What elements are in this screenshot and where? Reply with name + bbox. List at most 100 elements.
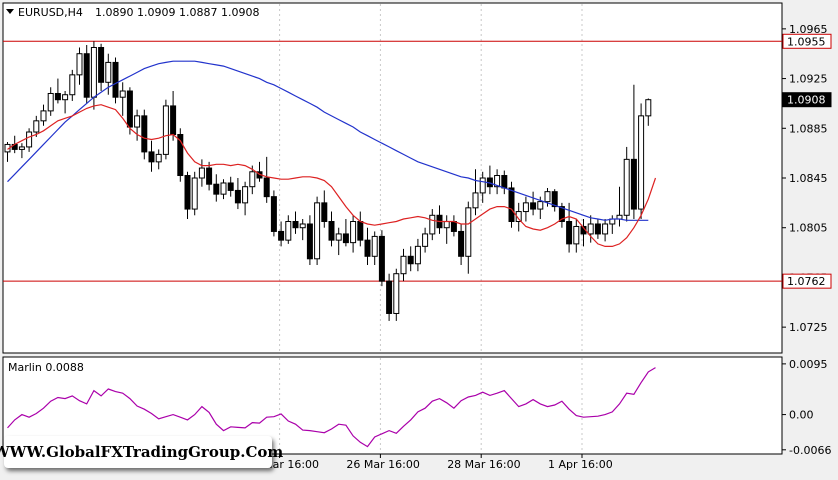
candle-body bbox=[119, 90, 126, 98]
candle bbox=[558, 202, 565, 228]
candle bbox=[587, 215, 594, 243]
candle-body bbox=[170, 105, 177, 135]
symbol-dropdown-icon[interactable] bbox=[6, 9, 14, 14]
price-label-box: 1.0762 bbox=[782, 273, 832, 289]
candle-body bbox=[494, 175, 501, 188]
candle-body bbox=[422, 233, 429, 247]
price-tick-label: 1.0925 bbox=[789, 73, 828, 86]
candle bbox=[623, 146, 630, 222]
candle bbox=[350, 215, 357, 253]
candle bbox=[213, 174, 220, 202]
candle bbox=[198, 159, 205, 187]
price-axis: 1.09651.09251.08851.08451.08051.07651.07… bbox=[782, 23, 832, 334]
candle-body bbox=[134, 115, 141, 128]
candle-body bbox=[465, 207, 472, 257]
candle-body bbox=[450, 221, 457, 232]
candle-body bbox=[213, 183, 220, 195]
candle-body bbox=[270, 196, 277, 232]
candle bbox=[206, 161, 213, 191]
candle-body bbox=[112, 61, 119, 98]
price-tick-label: 1.0965 bbox=[789, 23, 828, 36]
candle bbox=[393, 268, 400, 321]
candle-body bbox=[573, 225, 580, 245]
candle bbox=[414, 238, 421, 272]
price-label-text: 1.0955 bbox=[787, 35, 826, 48]
candle-body bbox=[328, 221, 335, 241]
price-label-text: 1.0762 bbox=[787, 275, 826, 288]
candle-body bbox=[638, 115, 645, 210]
time-tick-label: 1 Apr 16:00 bbox=[548, 458, 613, 471]
candle-body bbox=[645, 99, 652, 117]
candle-body bbox=[242, 186, 249, 204]
candle bbox=[407, 246, 414, 272]
candle bbox=[249, 165, 256, 195]
candle-body bbox=[33, 120, 40, 133]
moving-average-line bbox=[7, 104, 657, 247]
candle bbox=[227, 176, 234, 197]
indicator-tick-label: 0.00 bbox=[789, 409, 814, 422]
price-tick-label: 1.0885 bbox=[789, 122, 828, 135]
candle bbox=[321, 190, 328, 228]
candle-body bbox=[479, 177, 486, 194]
candle bbox=[234, 178, 241, 210]
candle-body bbox=[105, 61, 112, 83]
candle bbox=[76, 47, 83, 85]
candle bbox=[299, 219, 306, 241]
candle bbox=[371, 231, 378, 265]
candle-body bbox=[285, 221, 292, 241]
candle-body bbox=[155, 153, 162, 163]
price-label-text: 1.0908 bbox=[787, 94, 826, 107]
candle bbox=[220, 179, 227, 200]
horizontal-levels bbox=[3, 40, 782, 282]
candle-body bbox=[306, 223, 313, 260]
candle-body bbox=[198, 167, 205, 179]
candle bbox=[155, 149, 162, 170]
candle-body bbox=[350, 221, 357, 244]
candle-body bbox=[148, 151, 155, 163]
candle-body bbox=[314, 202, 321, 260]
candle bbox=[645, 98, 652, 126]
candle bbox=[285, 215, 292, 244]
price-label-bg bbox=[782, 92, 832, 108]
watermark-badge: WWW.GlobalFXTradingGroup.Com bbox=[0, 436, 283, 468]
price-tick-label: 1.0805 bbox=[789, 222, 828, 235]
indicator-tick-label: -0.0066 bbox=[789, 444, 831, 457]
marlin-indicator bbox=[7, 367, 656, 448]
candle bbox=[508, 181, 515, 228]
price-tick-label: 1.0725 bbox=[789, 321, 828, 334]
candle bbox=[573, 219, 580, 253]
candle bbox=[26, 128, 33, 152]
candle bbox=[494, 169, 501, 195]
candle-body bbox=[508, 187, 515, 222]
candle bbox=[54, 78, 61, 104]
candle-body bbox=[522, 202, 529, 213]
candle bbox=[465, 201, 472, 274]
price-label-bg bbox=[782, 273, 832, 289]
symbol-label: EURUSD,H4 bbox=[18, 6, 83, 19]
candle-body bbox=[47, 92, 54, 112]
candle-body bbox=[364, 239, 371, 257]
candle-body bbox=[537, 201, 544, 210]
candle bbox=[630, 84, 637, 220]
time-tick-label: 26 Mar 16:00 bbox=[346, 458, 419, 471]
candle-body bbox=[544, 191, 551, 203]
candle bbox=[126, 87, 133, 135]
candle-body bbox=[227, 182, 234, 191]
candle-body bbox=[378, 235, 385, 282]
candle-body bbox=[278, 230, 285, 241]
candle bbox=[18, 143, 25, 159]
candle-body bbox=[530, 202, 537, 210]
candle-body bbox=[386, 280, 393, 314]
candle-body bbox=[299, 223, 306, 229]
candle bbox=[458, 223, 465, 265]
candle-body bbox=[335, 233, 342, 241]
candle-body bbox=[393, 273, 400, 314]
candle bbox=[184, 171, 191, 220]
candle-body bbox=[623, 158, 630, 216]
candle-body bbox=[587, 223, 594, 235]
candle bbox=[400, 248, 407, 282]
candle bbox=[522, 196, 529, 222]
candle bbox=[422, 227, 429, 253]
candle-body bbox=[126, 90, 133, 128]
